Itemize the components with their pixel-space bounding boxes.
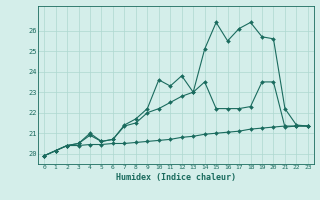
X-axis label: Humidex (Indice chaleur): Humidex (Indice chaleur) [116, 173, 236, 182]
